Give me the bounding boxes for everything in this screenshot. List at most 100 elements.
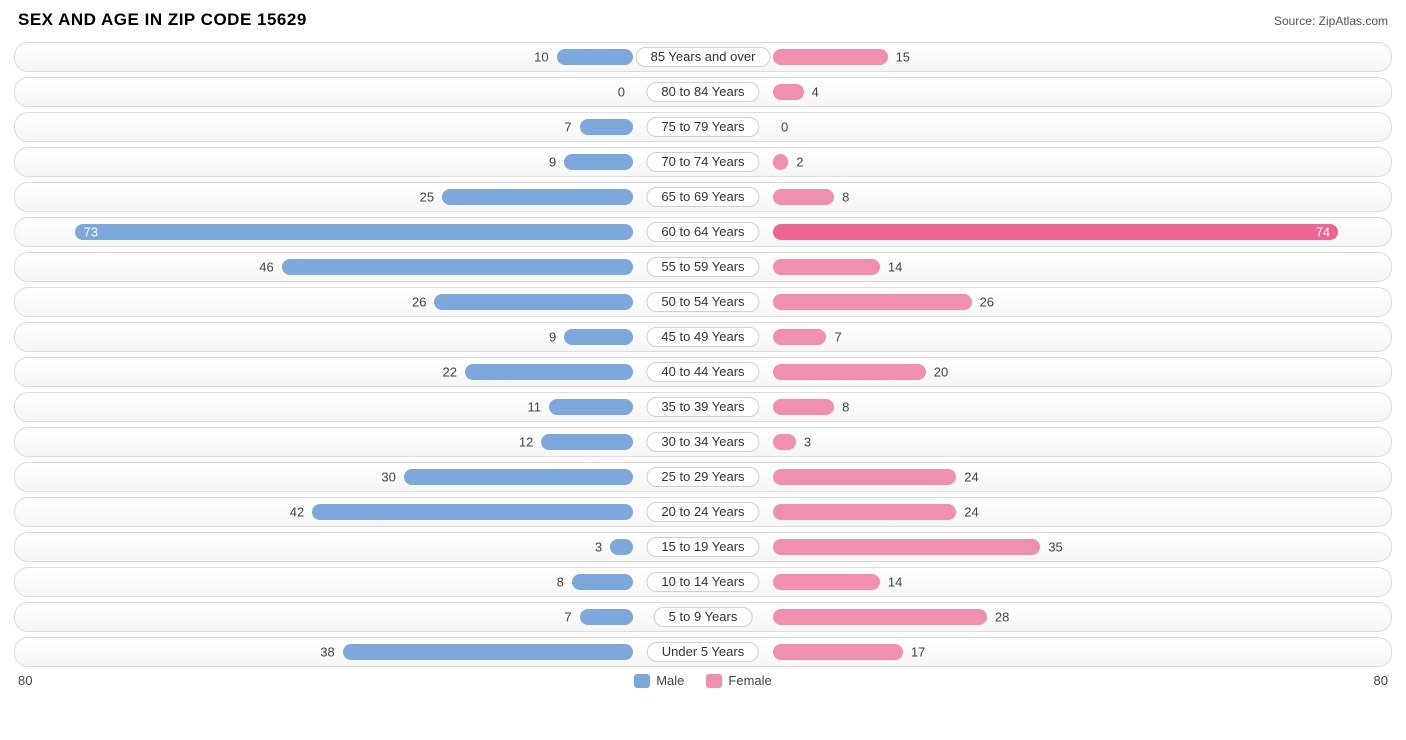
legend-male-label: Male [656, 673, 684, 688]
pyramid-row: 8 14 10 to 14 Years [14, 567, 1392, 597]
male-half: 7 [15, 113, 703, 141]
male-bar [282, 259, 633, 275]
male-half: 9 [15, 323, 703, 351]
female-half: 14 [703, 253, 1391, 281]
female-half: 35 [703, 533, 1391, 561]
age-group-pill: 10 to 14 Years [646, 572, 759, 592]
male-bar: 73 [75, 224, 633, 240]
male-value-label: 7 [564, 120, 571, 135]
male-half: 38 [15, 638, 703, 666]
male-bar [442, 189, 633, 205]
female-value-label: 35 [1048, 540, 1062, 555]
age-group-pill: 20 to 24 Years [646, 502, 759, 522]
female-bar [773, 469, 956, 485]
chart-title: SEX AND AGE IN ZIP CODE 15629 [18, 10, 307, 30]
pyramid-row: 7075 to 79 Years [14, 112, 1392, 142]
female-half: 8 [703, 393, 1391, 421]
male-half: 46 [15, 253, 703, 281]
pyramid-row: 302425 to 29 Years [14, 462, 1392, 492]
male-value-label: 10 [534, 50, 548, 65]
pyramid-row: 10 1585 Years and over [14, 42, 1392, 72]
male-half: 73 [15, 218, 703, 246]
age-group-pill: 50 to 54 Years [646, 292, 759, 312]
male-value-label: 8 [557, 575, 564, 590]
female-half: 20 [703, 358, 1391, 386]
male-value-label: 46 [259, 260, 273, 275]
pyramid-row: 11 8 35 to 39 Years [14, 392, 1392, 422]
male-value-label: 30 [381, 470, 395, 485]
female-half: 24 [703, 463, 1391, 491]
pyramid-row: 26 26 50 to 54 Years [14, 287, 1392, 317]
chart-container: SEX AND AGE IN ZIP CODE 15629 Source: Zi… [0, 0, 1406, 696]
female-half: 4 [703, 78, 1391, 106]
male-half: 10 [15, 43, 703, 71]
female-bar [773, 189, 834, 205]
legend-male: Male [634, 673, 684, 688]
female-bar [773, 364, 926, 380]
age-group-pill: 5 to 9 Years [654, 607, 753, 627]
pyramid-row: 9745 to 49 Years [14, 322, 1392, 352]
female-half: 15 [703, 43, 1391, 71]
age-group-pill: 85 Years and over [636, 47, 771, 67]
female-bar [773, 259, 880, 275]
female-value-label: 26 [980, 295, 994, 310]
male-half: 0 [15, 78, 703, 106]
male-half: 22 [15, 358, 703, 386]
age-group-pill: 30 to 34 Years [646, 432, 759, 452]
legend-swatch-male [634, 674, 650, 688]
female-bar [773, 154, 788, 170]
male-value-label: 42 [290, 505, 304, 520]
male-value-label: 12 [519, 435, 533, 450]
female-bar [773, 294, 972, 310]
female-value-label: 8 [842, 190, 849, 205]
chart-footer: 80 Male Female 80 [14, 673, 1392, 688]
female-value-label: 2 [796, 155, 803, 170]
female-half: 7 [703, 323, 1391, 351]
male-bar [564, 329, 633, 345]
female-value-label: 14 [888, 575, 902, 590]
pyramid-row: 222040 to 44 Years [14, 357, 1392, 387]
age-group-pill: 80 to 84 Years [646, 82, 759, 102]
female-bar: 74 [773, 224, 1338, 240]
male-value-label: 38 [320, 645, 334, 660]
male-half: 3 [15, 533, 703, 561]
age-group-pill: 60 to 64 Years [646, 222, 759, 242]
male-bar [564, 154, 633, 170]
male-bar [580, 609, 633, 625]
male-bar [572, 574, 633, 590]
male-value-label: 73 [83, 225, 97, 240]
female-value-label: 24 [964, 505, 978, 520]
female-value-label: 74 [1316, 225, 1330, 240]
male-value-label: 22 [443, 365, 457, 380]
male-value-label: 26 [412, 295, 426, 310]
pyramid-row: 461455 to 59 Years [14, 252, 1392, 282]
pyramid-row: 25 8 65 to 69 Years [14, 182, 1392, 212]
pyramid-row: 3817Under 5 Years [14, 637, 1392, 667]
male-bar [610, 539, 633, 555]
female-bar [773, 84, 804, 100]
male-half: 26 [15, 288, 703, 316]
male-half: 42 [15, 498, 703, 526]
male-bar [541, 434, 633, 450]
female-bar [773, 609, 987, 625]
female-value-label: 20 [934, 365, 948, 380]
male-half: 8 [15, 568, 703, 596]
female-value-label: 7 [834, 330, 841, 345]
male-bar [580, 119, 633, 135]
age-group-pill: 65 to 69 Years [646, 187, 759, 207]
male-value-label: 25 [420, 190, 434, 205]
age-group-pill: 75 to 79 Years [646, 117, 759, 137]
male-value-label: 9 [549, 330, 556, 345]
axis-max-right: 80 [1348, 673, 1388, 688]
female-value-label: 3 [804, 435, 811, 450]
age-group-pill: 35 to 39 Years [646, 397, 759, 417]
male-bar [404, 469, 633, 485]
female-half: 28 [703, 603, 1391, 631]
female-value-label: 8 [842, 400, 849, 415]
female-bar [773, 574, 880, 590]
legend-female-label: Female [728, 673, 771, 688]
pyramid-row: 3 35 15 to 19 Years [14, 532, 1392, 562]
male-value-label: 11 [528, 400, 542, 415]
age-group-pill: 15 to 19 Years [646, 537, 759, 557]
female-bar [773, 329, 826, 345]
